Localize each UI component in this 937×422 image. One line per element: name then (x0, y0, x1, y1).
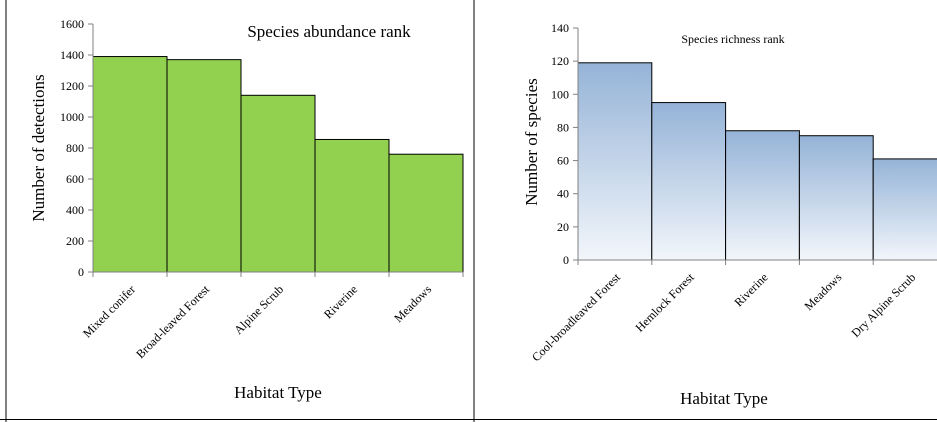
richness-y-axis-label: Number of species (522, 78, 541, 205)
richness-x-axis-label: Habitat Type (680, 389, 768, 408)
abundance-chart: Species abundance rank Number of detecti… (29, 17, 464, 402)
abundance-category-label-2: Broad-leaved Forest (133, 282, 212, 361)
richness-category-label-4: Meadows (802, 270, 845, 313)
abundance-bar-5 (388, 153, 464, 273)
richness-y-tick-label: 60 (557, 154, 569, 168)
richness-y-tick-label: 120 (551, 54, 569, 68)
richness-category-label-1: Cool-broadleaved Forest (529, 270, 623, 364)
abundance-y-tick-label: 0 (78, 265, 84, 279)
richness-category-label-5: Dry Alpine Scrub (848, 270, 918, 340)
richness-y-tick-label: 100 (551, 87, 569, 101)
richness-bar-1 (577, 62, 653, 261)
abundance-bar-3 (240, 94, 316, 273)
richness-category-label-3: Riverine (731, 270, 770, 309)
abundance-category-label-1: Mixed conifer (80, 282, 138, 340)
abundance-category-label-5: Meadows (391, 282, 434, 325)
richness-category-label-2: Hemlock Forest (632, 270, 697, 335)
abundance-y-tick-label: 800 (66, 141, 84, 155)
abundance-y-tick-label: 400 (66, 203, 84, 217)
abundance-bar-4 (314, 138, 390, 273)
richness-y-tick-label: 0 (563, 253, 569, 267)
richness-chart: Species richness rank Number of species … (522, 21, 937, 408)
richness-y-tick-label: 80 (557, 120, 569, 134)
richness-bar-3 (725, 130, 800, 261)
abundance-bar-1 (92, 56, 168, 273)
abundance-y-tick-label: 1200 (60, 79, 84, 93)
abundance-x-axis-label: Habitat Type (234, 383, 322, 402)
abundance-y-tick-label: 1000 (60, 110, 84, 124)
abundance-category-label-4: Riverine (321, 282, 360, 321)
abundance-y-axis-label: Number of detections (29, 74, 48, 221)
abundance-y-tick-label: 1400 (60, 48, 84, 62)
richness-bar-4 (798, 135, 874, 261)
richness-y-tick-label: 40 (557, 187, 569, 201)
abundance-chart-title: Species abundance rank (247, 22, 411, 41)
abundance-bar-2 (166, 59, 242, 273)
richness-y-tick-label: 140 (551, 21, 569, 35)
richness-chart-title: Species richness rank (681, 32, 784, 46)
abundance-y-tick-label: 1600 (60, 17, 84, 31)
abundance-y-tick-label: 600 (66, 172, 84, 186)
richness-bar-5 (872, 158, 937, 261)
richness-bar-2 (651, 102, 727, 261)
abundance-category-label-3: Alpine Scrub (231, 282, 286, 337)
richness-y-tick-label: 20 (557, 220, 569, 234)
abundance-y-tick-label: 200 (66, 234, 84, 248)
